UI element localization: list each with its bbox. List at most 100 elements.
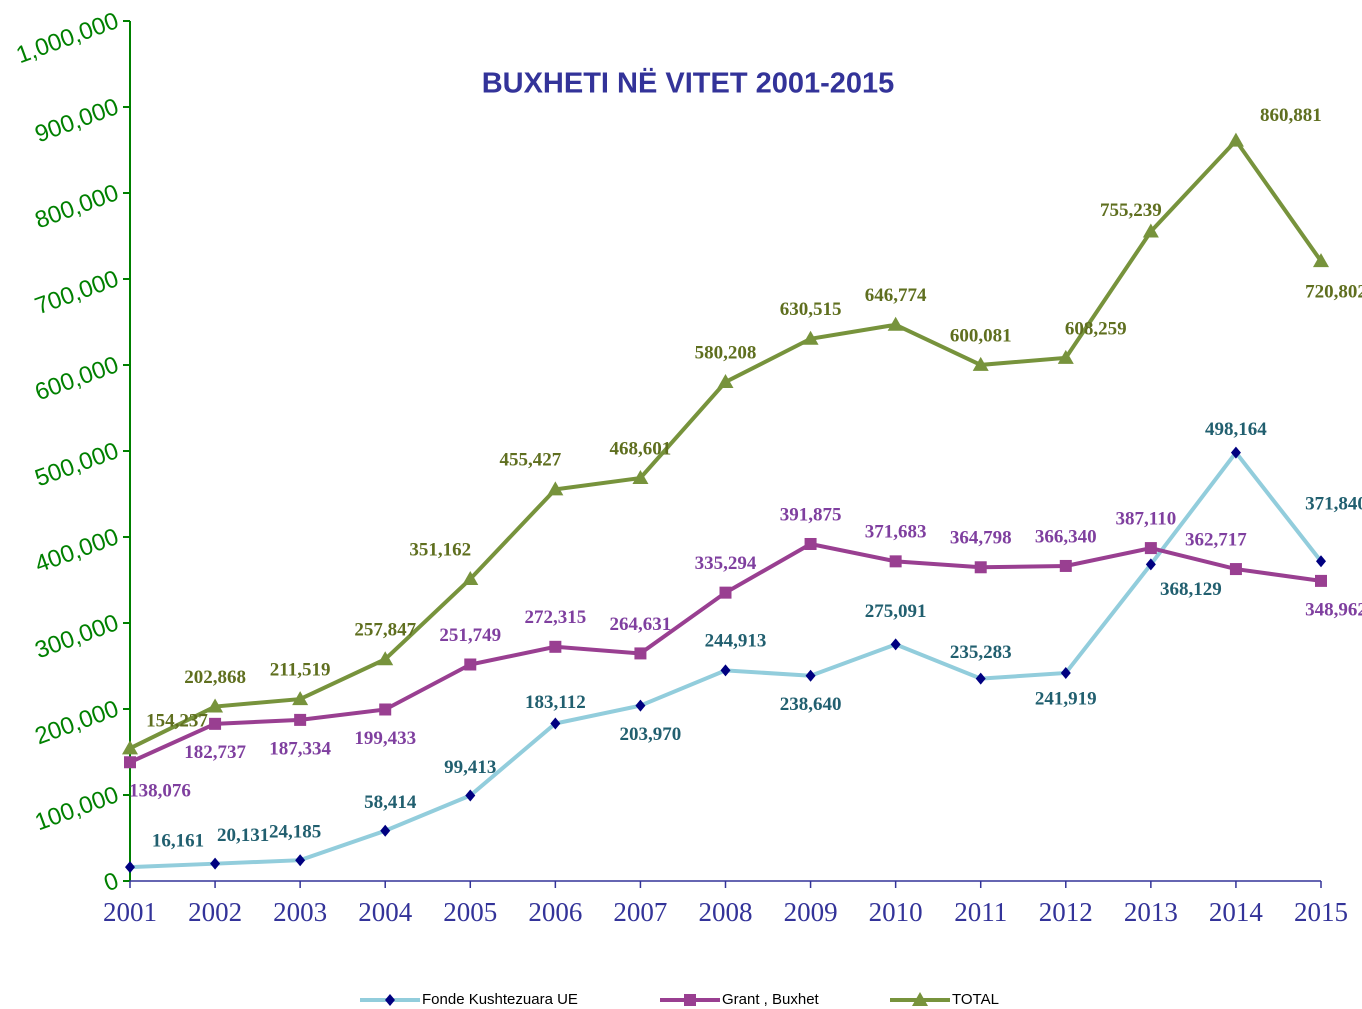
x-tick-label: 2010 [869,897,923,927]
chart-title: BUXHETI NË VITET 2001-2015 [482,67,895,100]
legend-label: TOTAL [952,991,999,1008]
marker [1060,666,1071,679]
marker [380,824,391,837]
marker [719,586,732,599]
marker [890,638,901,651]
marker [1313,253,1329,268]
data-label: 364,798 [950,528,1012,549]
legend-item: Grant , Buxhet [660,991,820,1008]
data-label: 720,802 [1305,281,1362,302]
marker [122,740,138,755]
data-label: 244,913 [705,631,767,652]
line [129,137,1323,751]
y-tick-label: 200,000 [31,695,122,750]
marker [1315,574,1327,587]
data-label: 203,970 [620,724,682,745]
data-label: 600,081 [950,325,1012,346]
marker [1229,563,1242,576]
marker [912,992,928,1006]
series: 16,161 20,131 24,185 58,414 99,413 183,112 203… [125,419,1362,874]
marker [1316,555,1326,568]
y-tick-label: 500,000 [31,437,122,492]
data-label: 20,131 [217,825,269,846]
data-label: 187,334 [269,738,331,759]
y-tick-label: 100,000 [31,781,122,836]
marker [634,647,647,660]
y-tick-label: 300,000 [31,609,122,664]
x-tick-label: 2013 [1124,897,1178,927]
data-label: 860,881 [1260,105,1322,126]
marker [550,717,561,730]
data-label: 211,519 [270,659,331,680]
marker [125,861,135,874]
marker [805,669,816,682]
x-tick-label: 2012 [1039,897,1093,927]
x-tick-label: 2003 [273,897,327,927]
marker [802,330,819,345]
legend-item: TOTAL [890,991,999,1008]
marker [292,691,309,706]
data-label: 99,413 [444,757,496,778]
x-tick-label: 2006 [528,897,582,927]
x-tick-label: 2008 [699,897,753,927]
legend-item: Fonde Kushtezuara UE [360,991,578,1008]
y-tick-label: 600,000 [31,351,122,406]
marker [295,854,306,867]
data-label: 630,515 [780,299,842,320]
data-label: 241,919 [1035,688,1097,709]
marker [684,994,696,1006]
y-tick-label: 700,000 [31,265,122,320]
data-label: 264,631 [610,614,672,635]
data-label: 351,162 [409,539,471,560]
data-label: 182,737 [184,742,246,763]
marker [889,555,902,568]
x-tick-label: 2014 [1209,897,1264,927]
data-label: 257,847 [354,620,416,641]
data-label: 24,185 [269,822,321,843]
marker [549,640,562,653]
series: 154,237 202,868 211,519 257,847 351,162 455,4… [122,105,1362,755]
marker [377,651,394,666]
data-label: 391,875 [780,504,842,525]
marker [972,356,989,371]
series: 138,076 182,737 187,334 199,433 251,749 272,3… [124,504,1362,802]
marker [720,664,731,677]
marker [975,672,986,685]
x-tick-label: 2004 [358,897,413,927]
marker [1227,132,1244,147]
x-tick-label: 2001 [103,897,157,927]
marker [1230,446,1241,459]
marker [124,756,136,769]
marker [1057,349,1074,364]
data-label: 251,749 [439,625,501,646]
marker [974,561,987,574]
data-label: 498,164 [1205,419,1267,440]
y-tick-label: 0 [100,867,122,897]
marker [465,789,476,802]
data-label: 362,717 [1185,529,1247,550]
legend-label: Fonde Kushtezuara UE [422,991,578,1008]
marker [635,699,646,712]
x-tick-label: 2005 [443,897,497,927]
data-label: 348,962 [1305,599,1362,620]
marker [717,374,734,389]
marker [462,571,479,586]
data-label: 58,414 [364,792,417,813]
marker [1145,558,1156,571]
marker [210,857,221,870]
x-tick-label: 2007 [613,897,667,927]
data-label: 580,208 [695,342,757,363]
data-label: 16,161 [152,830,204,851]
marker [464,658,477,671]
marker [1142,223,1159,238]
data-label: 366,340 [1035,526,1097,547]
y-tick-label: 1,000,000 [13,7,123,69]
y-tick-label: 400,000 [31,523,122,578]
marker [1059,559,1072,572]
data-label: 138,076 [129,781,191,802]
marker [209,717,222,730]
x-tick-label: 2015 [1294,897,1348,927]
marker [804,537,817,550]
data-label: 183,112 [525,692,586,713]
